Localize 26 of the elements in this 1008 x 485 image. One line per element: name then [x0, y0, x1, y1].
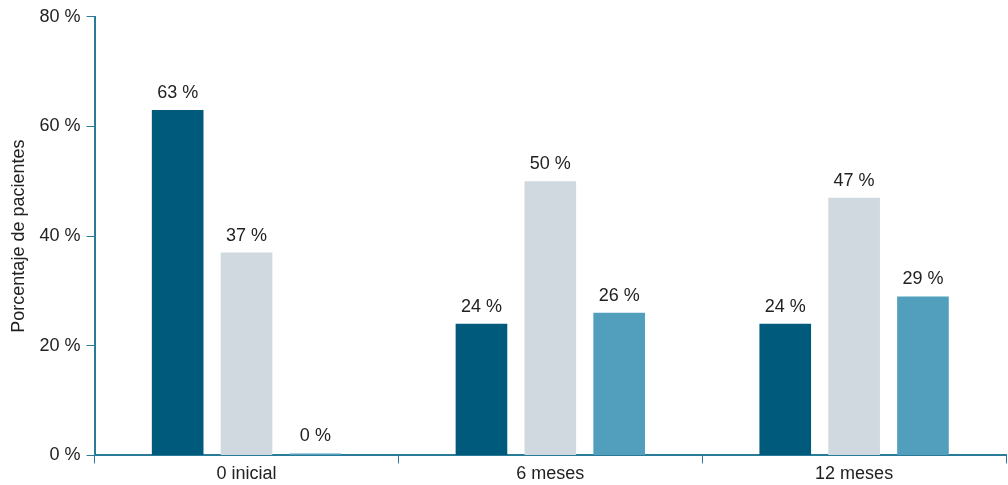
data-label: 47 %	[833, 169, 875, 190]
data-label: 24 %	[460, 295, 502, 316]
data-label: 0 %	[299, 425, 331, 446]
data-label: 26 %	[598, 284, 640, 305]
data-label: 29 %	[902, 268, 944, 289]
x-tick-label: 12 meses	[815, 463, 894, 484]
data-label: 63 %	[157, 81, 199, 102]
y-axis-title: Porcentaje de pacientes	[7, 139, 28, 333]
data-label: 37 %	[226, 224, 268, 245]
bar	[455, 323, 508, 455]
bar	[897, 296, 949, 455]
bar	[151, 110, 204, 455]
bar	[524, 181, 577, 455]
y-tick-label: 80 %	[39, 5, 81, 26]
y-tick-label: 20 %	[39, 334, 81, 355]
bar	[759, 323, 812, 455]
bar	[593, 312, 645, 455]
bar	[828, 197, 880, 455]
y-tick-label: 40 %	[39, 225, 81, 246]
x-tick-label: 0 inicial	[216, 463, 277, 484]
y-tick-label: 0 %	[49, 444, 81, 465]
bar	[220, 252, 273, 455]
data-label: 50 %	[529, 153, 571, 174]
data-label: 24 %	[764, 295, 806, 316]
y-tick-label: 60 %	[39, 115, 81, 136]
x-tick-label: 6 meses	[516, 463, 585, 484]
